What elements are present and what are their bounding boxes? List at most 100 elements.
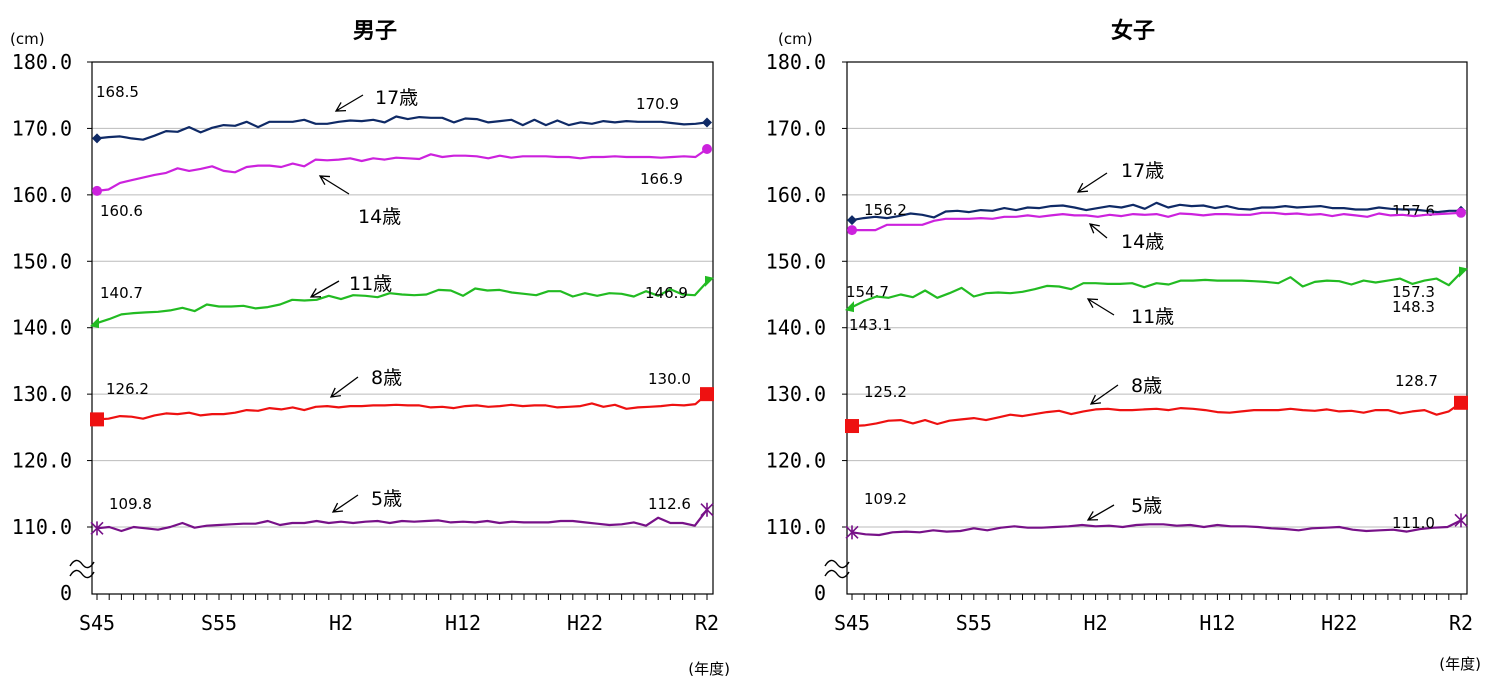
chart-panel-1: 女子 (cm) (年度) 180.0 170.0 160.0 150.0 140.0 130.0… — [766, 18, 1481, 673]
series-annotation: 5歳 — [1131, 495, 1162, 517]
annotation-arrow-icon — [1088, 223, 1108, 239]
y-tick-label: 130.0 — [766, 382, 826, 406]
series-annotation: 5歳 — [371, 488, 402, 510]
chart-title: 女子 — [1111, 18, 1155, 44]
annotation-arrow-icon — [1076, 172, 1108, 193]
x-tick-label: R2 — [695, 611, 719, 635]
x-tick-label: H12 — [1199, 611, 1235, 635]
data-label-end: 166.9 — [640, 170, 683, 188]
chart-title: 男子 — [353, 19, 397, 44]
x-tick-label: H22 — [1321, 611, 1357, 635]
series-line-age11 — [851, 271, 1462, 309]
data-label-end: 130.0 — [648, 370, 691, 388]
data-point-diamond — [847, 215, 857, 226]
y-tick-label: 170.0 — [766, 116, 826, 140]
series-annotation: 17歳 — [375, 87, 418, 109]
data-label-start: 156.2 — [864, 201, 907, 219]
x-tick-label: S45 — [834, 611, 870, 635]
x-tick-label: H12 — [445, 611, 481, 635]
data-point-square — [90, 412, 104, 427]
y-tick-label-zero: 0 — [814, 581, 826, 605]
series-line-age5 — [96, 509, 708, 533]
series-line-age11 — [96, 281, 708, 325]
annotation-arrow-icon — [331, 494, 359, 513]
axis-break-icon — [69, 559, 95, 579]
series-annotation: 8歳 — [371, 367, 402, 389]
data-point-star — [90, 521, 104, 536]
x-axis-label: (年度) — [1439, 655, 1481, 673]
data-label-end: 111.0 — [1392, 514, 1435, 532]
annotation-arrow-icon — [1086, 504, 1115, 521]
unit-label: (cm) — [10, 30, 45, 48]
y-tick-label: 180.0 — [766, 50, 826, 74]
data-label-start: 160.6 — [100, 202, 143, 220]
data-label-start: 143.1 — [849, 316, 892, 334]
y-tick-label: 130.0 — [12, 382, 72, 406]
y-tick-label: 180.0 — [12, 50, 72, 74]
series-annotation: 14歳 — [1121, 231, 1164, 253]
data-label-start: 109.2 — [864, 490, 907, 508]
data-label-end: 146.9 — [645, 284, 688, 302]
series-line-age17 — [851, 201, 1461, 222]
data-label-end: 170.9 — [636, 95, 679, 113]
y-tick-label: 110.0 — [766, 515, 826, 539]
x-tick-label: S55 — [956, 611, 992, 635]
data-point-circle — [847, 225, 857, 236]
data-point-circle — [702, 144, 712, 155]
data-label-start: 168.5 — [96, 83, 139, 101]
data-point-arrowhead — [705, 275, 714, 287]
data-point-arrowhead — [90, 317, 99, 329]
data-label-start: 125.2 — [864, 383, 907, 401]
data-point-square — [1454, 395, 1468, 410]
y-tick-label: 140.0 — [766, 316, 826, 340]
data-point-arrowhead — [845, 301, 854, 313]
annotation-arrow-icon — [1086, 298, 1115, 316]
series-annotation: 11歳 — [349, 273, 392, 295]
data-point-square — [845, 419, 859, 434]
axis-break-icon — [824, 559, 850, 579]
data-point-star — [700, 502, 714, 517]
data-point-circle — [1456, 207, 1466, 218]
x-tick-label: H2 — [329, 611, 353, 635]
chart-panel-0: 男子 (cm) (年度) 180.0 170.0 160.0 150.0 140.0 130.0… — [10, 19, 730, 678]
series-annotation: 14歳 — [358, 206, 401, 228]
annotation-arrow-icon — [318, 175, 350, 195]
data-point-star — [845, 525, 859, 540]
series-line-age5 — [851, 519, 1462, 537]
series-line-age8 — [96, 393, 708, 421]
y-tick-label-zero: 0 — [60, 581, 72, 605]
x-tick-label: H2 — [1084, 611, 1108, 635]
data-label-start: 154.7 — [846, 283, 889, 301]
annotation-arrow-icon — [1089, 384, 1119, 405]
data-label-start: 140.7 — [100, 284, 143, 302]
x-tick-label: R2 — [1449, 611, 1473, 635]
series-line-age8 — [851, 401, 1462, 428]
annotation-arrow-icon — [334, 94, 364, 112]
data-label-end: 128.7 — [1395, 372, 1438, 390]
data-point-star — [1454, 513, 1468, 528]
data-label-start: 126.2 — [106, 380, 149, 398]
y-tick-label: 170.0 — [12, 116, 72, 140]
y-tick-label: 120.0 — [12, 449, 72, 473]
data-point-square — [700, 387, 714, 402]
data-label-end: 157.3 — [1392, 283, 1435, 301]
data-point-diamond — [702, 117, 712, 128]
series-annotation: 17歳 — [1121, 160, 1164, 182]
y-tick-label: 150.0 — [766, 249, 826, 273]
y-tick-label: 140.0 — [12, 316, 72, 340]
y-tick-label: 160.0 — [12, 183, 72, 207]
x-tick-label: S55 — [201, 611, 237, 635]
series-line-age14 — [852, 211, 1462, 232]
data-point-diamond — [92, 133, 102, 144]
x-tick-label: S45 — [79, 611, 115, 635]
data-point-arrowhead — [1459, 266, 1468, 278]
x-tick-label: H22 — [567, 611, 603, 635]
data-label-end: 112.6 — [648, 495, 691, 513]
data-point-circle — [92, 185, 102, 196]
y-tick-label: 160.0 — [766, 183, 826, 207]
data-label-start: 109.8 — [109, 495, 152, 513]
y-tick-label: 110.0 — [12, 515, 72, 539]
series-annotation: 8歳 — [1131, 375, 1162, 397]
annotation-arrow-icon — [329, 376, 359, 398]
y-tick-label: 120.0 — [766, 449, 826, 473]
